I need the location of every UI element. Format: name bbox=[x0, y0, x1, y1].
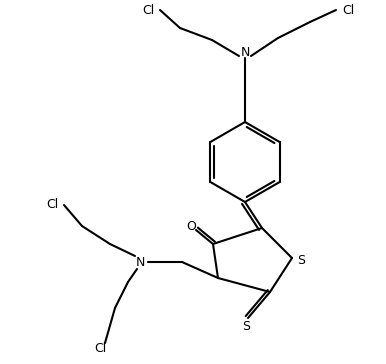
Text: N: N bbox=[240, 46, 250, 59]
Text: Cl: Cl bbox=[46, 198, 58, 211]
Text: Cl: Cl bbox=[342, 4, 354, 16]
Text: S: S bbox=[242, 320, 250, 332]
Text: Cl: Cl bbox=[142, 4, 154, 16]
Text: S: S bbox=[297, 253, 305, 266]
Text: Cl: Cl bbox=[94, 341, 106, 355]
Text: N: N bbox=[135, 256, 145, 269]
Text: O: O bbox=[186, 219, 196, 233]
